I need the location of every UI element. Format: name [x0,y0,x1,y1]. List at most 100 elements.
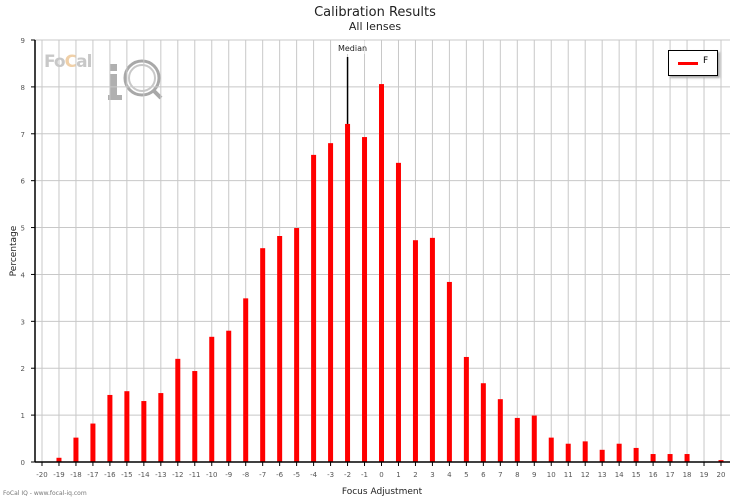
bar [311,154,317,462]
x-tick-label: -20 [36,471,47,479]
median-label: Median [338,44,367,53]
bar [497,399,503,462]
x-tick-label: 3 [430,471,434,479]
bar [463,356,469,462]
bar [446,281,452,462]
x-tick-label: -18 [70,471,81,479]
y-tick-label: 4 [21,271,26,279]
x-tick-label: -7 [259,471,266,479]
bar [260,248,266,462]
bar [277,235,283,462]
x-tick-label: 2 [413,471,417,479]
bar [548,437,554,462]
x-tick-label: -1 [361,471,368,479]
bar [294,228,300,462]
y-tick-label: 2 [21,365,25,373]
x-tick-label: 6 [481,471,486,479]
y-tick-label: 7 [21,131,25,139]
x-tick-label: 9 [532,471,536,479]
y-tick-label: 0 [21,459,25,467]
x-tick-label: 11 [564,471,573,479]
y-tick-label: 1 [21,412,25,420]
x-tick-label: 13 [598,471,607,479]
bar [73,437,79,462]
x-tick-label: -14 [138,471,150,479]
y-tick-label: 5 [21,225,25,233]
x-tick-label: 12 [581,471,590,479]
x-tick-label: 16 [649,471,658,479]
x-tick-label: -19 [53,471,64,479]
bar [395,162,401,463]
logo-text-left: Fo [44,52,66,72]
x-tick-label: 17 [666,471,675,479]
x-tick-label: -16 [104,471,116,479]
bar [209,336,215,462]
legend-swatch [678,62,698,65]
bar [141,401,147,462]
legend: F [668,50,718,76]
focal-logo: FoCal [44,52,92,72]
bar [718,460,724,462]
bar [90,423,96,462]
bar [514,417,520,462]
bar [192,371,198,462]
x-tick-label: 4 [447,471,452,479]
y-axis-label: Percentage [9,225,19,276]
y-tick-label: 8 [21,84,25,92]
x-tick-label: -9 [225,471,232,479]
x-tick-label: -10 [206,471,217,479]
x-tick-label: 0 [379,471,383,479]
bar [328,143,334,462]
bar [124,391,130,462]
x-tick-label: 10 [547,471,556,479]
x-tick-label: -5 [293,471,300,479]
x-tick-label: -17 [87,471,98,479]
x-tick-label: -2 [344,471,351,479]
legend-label: F [703,56,709,66]
bar [158,393,164,462]
chart-subtitle: All lenses [348,20,402,33]
bar [226,330,232,462]
x-tick-label: -13 [155,471,166,479]
x-tick-label: 5 [464,471,468,479]
x-tick-label: 20 [717,471,726,479]
median-label-bg [332,41,365,54]
x-tick-label: 1 [396,471,400,479]
bar [345,123,351,462]
bar [379,84,384,462]
x-tick-label: 15 [632,471,641,479]
x-tick-label: -4 [310,471,318,479]
x-tick-label: 14 [615,471,624,479]
bar [667,454,673,462]
bar [531,415,537,462]
bar [633,447,639,462]
bar [599,449,605,462]
bar [684,454,690,462]
logo-text-right: al [76,52,92,72]
logo-text-c: C [64,52,78,72]
x-tick-label: -3 [327,471,334,479]
bar [107,394,113,462]
x-tick-label: -11 [189,471,200,479]
y-tick-label: 6 [21,178,26,186]
y-tick-label: 3 [21,318,25,326]
bar [412,240,418,462]
bar [429,237,435,462]
x-tick-label: -15 [121,471,132,479]
bar [175,358,181,462]
x-tick-label: 7 [498,471,502,479]
bar [565,443,571,462]
bar [582,441,588,462]
y-tick-label: 9 [21,37,25,45]
bar [362,137,368,462]
x-axis-label: Focus Adjustment [342,487,423,497]
x-tick-label: 8 [515,471,519,479]
bar [616,443,622,462]
bar [243,298,249,462]
x-tick-label: 18 [683,471,692,479]
chart-title: Calibration Results [314,5,436,20]
bar [56,457,62,462]
x-tick-label: -6 [276,471,284,479]
footer-credit: FoCal IQ - www.focal-iq.com [3,490,87,497]
